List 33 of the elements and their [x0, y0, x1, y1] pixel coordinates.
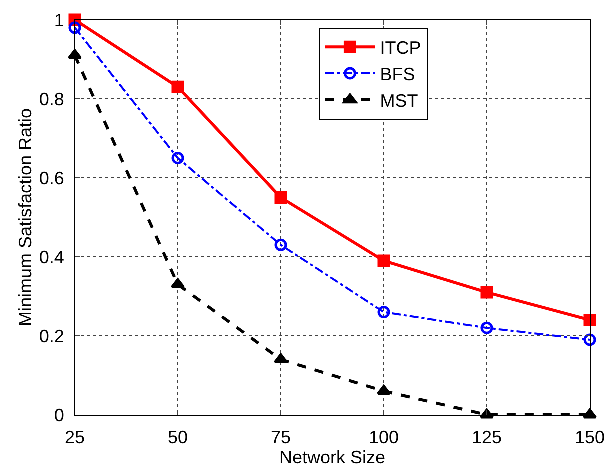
- point: [480, 286, 494, 299]
- point: [378, 254, 390, 268]
- legend-label: ITCP: [380, 38, 422, 58]
- point: [172, 152, 184, 164]
- point: [584, 334, 596, 346]
- point: [274, 353, 288, 364]
- point: [378, 306, 390, 319]
- x-tick-label: 25: [64, 428, 86, 448]
- y-tick-label: 0.8: [39, 89, 64, 110]
- x-tick-label: 75: [270, 428, 292, 448]
- y-tick-label: 0: [54, 405, 64, 426]
- point: [376, 385, 392, 396]
- point: [584, 314, 596, 326]
- x-tick-label: 50: [168, 428, 188, 448]
- x-tick-label: 150: [574, 428, 606, 448]
- y-axis-title: Minimum Satisfaction Ratio: [16, 108, 36, 327]
- y-tick-label: 0.6: [39, 168, 64, 188]
- y-tick-label: 0.2: [39, 326, 64, 346]
- x-axis-title: Network Size: [279, 448, 386, 468]
- point: [582, 408, 598, 419]
- x-tick-label: 100: [368, 428, 400, 448]
- x-tick-label: 125: [472, 428, 502, 448]
- y-tick-label: 0.4: [39, 247, 64, 268]
- point: [172, 80, 184, 94]
- point: [170, 278, 186, 288]
- point: [68, 49, 82, 60]
- y-tick-label: 1: [54, 10, 64, 30]
- point: [68, 22, 82, 34]
- legend-label: MST: [380, 90, 418, 111]
- legend-label: BFS: [380, 64, 416, 85]
- point: [274, 238, 288, 252]
- point: [480, 322, 494, 334]
- point: [274, 192, 288, 204]
